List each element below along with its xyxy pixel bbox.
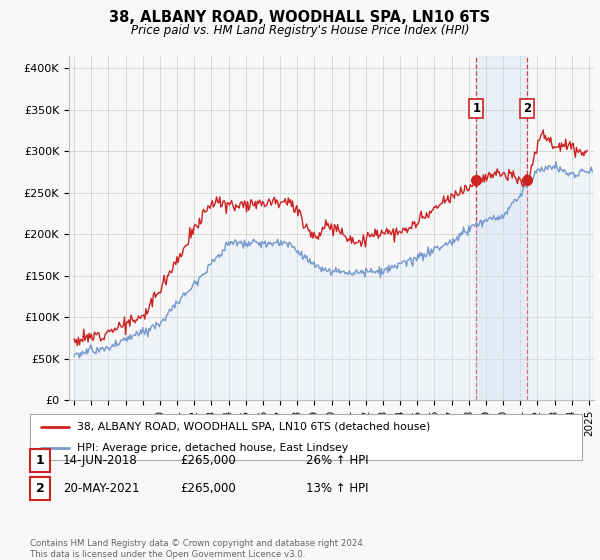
Bar	[476, 56, 527, 400]
Text: HPI: Average price, detached house, East Lindsey: HPI: Average price, detached house, East…	[77, 443, 348, 453]
Text: 20-MAY-2021: 20-MAY-2021	[63, 482, 139, 495]
Text: 2: 2	[36, 482, 44, 495]
Text: 1: 1	[472, 102, 481, 115]
Text: £265,000: £265,000	[180, 482, 236, 495]
Text: 38, ALBANY ROAD, WOODHALL SPA, LN10 6TS (detached house): 38, ALBANY ROAD, WOODHALL SPA, LN10 6TS …	[77, 422, 430, 432]
Text: Price paid vs. HM Land Registry's House Price Index (HPI): Price paid vs. HM Land Registry's House …	[131, 24, 469, 36]
Text: £265,000: £265,000	[180, 454, 236, 467]
Text: 1: 1	[36, 454, 44, 467]
Text: 26% ↑ HPI: 26% ↑ HPI	[306, 454, 368, 467]
Text: 38, ALBANY ROAD, WOODHALL SPA, LN10 6TS: 38, ALBANY ROAD, WOODHALL SPA, LN10 6TS	[109, 10, 491, 25]
Text: Contains HM Land Registry data © Crown copyright and database right 2024.
This d: Contains HM Land Registry data © Crown c…	[30, 539, 365, 559]
Text: 2: 2	[523, 102, 531, 115]
Text: 14-JUN-2018: 14-JUN-2018	[63, 454, 138, 467]
Text: 13% ↑ HPI: 13% ↑ HPI	[306, 482, 368, 495]
